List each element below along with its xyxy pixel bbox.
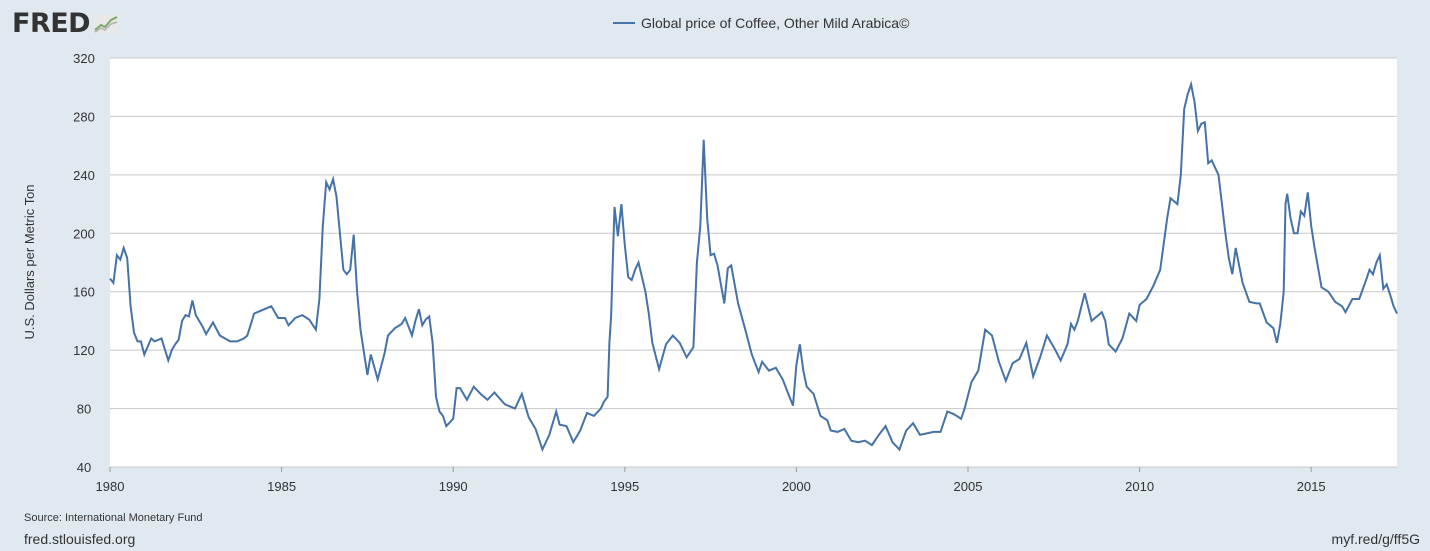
y-tick-label-280: 280 [73,109,95,124]
y-tick-label-240: 240 [73,168,95,183]
legend-label: Global price of Coffee, Other Mild Arabi… [641,15,910,31]
x-tick-label-2010: 2010 [1125,479,1154,494]
source-note: Source: International Monetary Fund [24,512,203,524]
x-tick-label-2005: 2005 [954,479,983,494]
y-tick-label-80: 80 [77,402,91,417]
y-tick-label-160: 160 [73,285,95,300]
legend-swatch [613,22,635,24]
chart-legend: Global price of Coffee, Other Mild Arabi… [613,15,909,31]
gridlines [110,57,1397,468]
y-tick-label-120: 120 [73,343,95,358]
fred-logo-text: FRED [12,8,91,39]
y-tick-label-40: 40 [77,460,91,475]
site-link[interactable]: fred.stlouisfed.org [24,531,136,547]
short-url-link[interactable]: myf.red/g/ff5G [1331,531,1420,547]
x-tick-label-1985: 1985 [267,479,296,494]
series-line [109,80,1398,453]
fred-logo[interactable]: FRED [12,8,120,39]
y-tick-label-200: 200 [73,226,95,241]
x-tick-label-1990: 1990 [439,479,468,494]
chart-trend-icon [93,13,120,34]
y-axis-ticks: 40 80 120 160 200 240 280 320 [73,51,95,475]
y-tick-label-320: 320 [73,51,95,66]
x-axis-ticks: 1980 1985 1990 1995 2000 2005 2010 2015 [96,467,1326,494]
x-tick-label-1980: 1980 [96,479,125,494]
x-tick-label-2015: 2015 [1297,479,1326,494]
x-tick-label-1995: 1995 [610,479,639,494]
plot-area [110,58,1397,467]
x-tick-label-2000: 2000 [782,479,811,494]
y-axis-label: U.S. Dollars per Metric Ton [22,184,37,339]
